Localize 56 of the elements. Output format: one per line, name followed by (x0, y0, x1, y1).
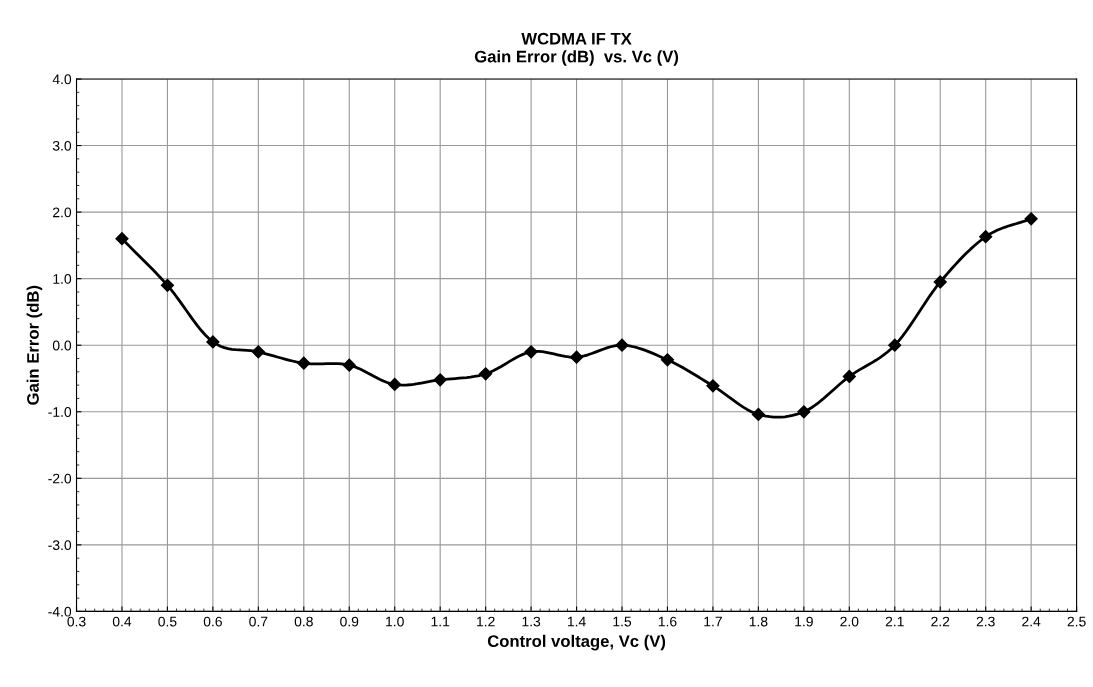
y-tick-label: -4.0 (48, 606, 72, 617)
point (160, 278, 175, 292)
x-tick-label: 0.6 (203, 616, 222, 627)
point (979, 230, 993, 244)
y-tick-label: 2.0 (53, 207, 72, 218)
x-tick-label: 1.3 (522, 616, 541, 627)
x-tick-label: 1.6 (658, 616, 677, 627)
point (706, 379, 720, 393)
x-tick-label: 2.3 (976, 616, 995, 627)
y-tick-label: -1.0 (48, 407, 72, 417)
point (888, 338, 902, 352)
x-tick-label: 1.8 (749, 616, 768, 627)
point (569, 350, 584, 364)
y-tick-label: 3.0 (52, 140, 72, 151)
point (751, 407, 765, 422)
point (342, 358, 356, 372)
x-tick-label: 0.8 (294, 616, 313, 627)
x-tick-label: 1.7 (704, 616, 722, 627)
x-tick-label: 1.4 (567, 616, 586, 627)
x-tick-label: 1.1 (431, 616, 450, 627)
point (933, 275, 947, 289)
x-tick-label: 1.2 (477, 616, 495, 627)
x-tick-label: 0.9 (340, 616, 359, 627)
x-tick-label: 2.4 (1022, 616, 1041, 627)
point (115, 232, 129, 246)
x-tick-label: 0.7 (249, 616, 268, 627)
chart-title: WCDMA IF TX Gain Error (dB) vs. Vc (V) (474, 32, 679, 66)
y-tick-label: 1.0 (53, 274, 72, 284)
x-tick-label: 0.5 (158, 616, 177, 627)
point (206, 335, 220, 349)
x-tick-label: 2.5 (1067, 616, 1086, 627)
y-tick-label: 0.0 (52, 340, 72, 351)
point (842, 369, 856, 384)
y-tick-label: -3.0 (48, 540, 72, 551)
x-axis-title: Control voltage, Vc (V) (487, 634, 666, 651)
x-tick-label: 2.0 (840, 616, 859, 627)
point (388, 377, 402, 392)
x-tick-label: 1.9 (795, 616, 813, 627)
point (660, 353, 675, 367)
x-tick-label: 0.4 (112, 616, 132, 627)
x-tick-label: 2.1 (885, 616, 904, 627)
x-tick-label: 1.0 (386, 616, 404, 627)
point (524, 345, 538, 359)
x-tick-label: 2.2 (931, 616, 950, 627)
point (479, 367, 493, 381)
point (297, 356, 311, 370)
x-tick-label: 0.3 (67, 616, 86, 627)
y-axis-title: Gain Error (dB) (26, 285, 43, 405)
y-tick-label: 4.0 (52, 74, 72, 85)
point (615, 338, 629, 352)
x-tick-label: 1.5 (613, 616, 632, 627)
point (433, 373, 447, 387)
y-tick-label: -2.0 (48, 473, 72, 484)
point (251, 345, 265, 359)
point (797, 405, 811, 419)
point (1024, 212, 1038, 226)
